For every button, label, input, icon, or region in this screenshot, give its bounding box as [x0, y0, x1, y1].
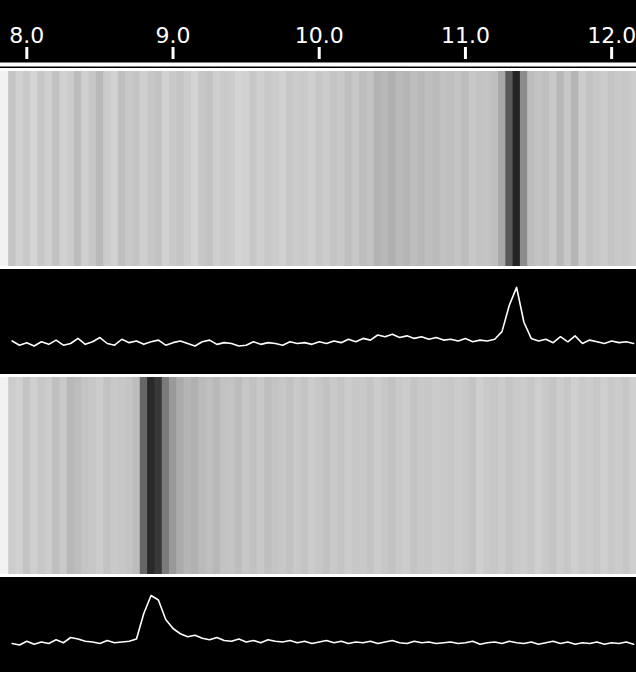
svg-text:8.0: 8.0 — [9, 23, 44, 48]
svg-text:10.0: 10.0 — [295, 23, 344, 48]
svg-text:12.0: 12.0 — [587, 23, 636, 48]
svg-text:9.0: 9.0 — [156, 23, 191, 48]
svg-text:11.0: 11.0 — [441, 23, 490, 48]
